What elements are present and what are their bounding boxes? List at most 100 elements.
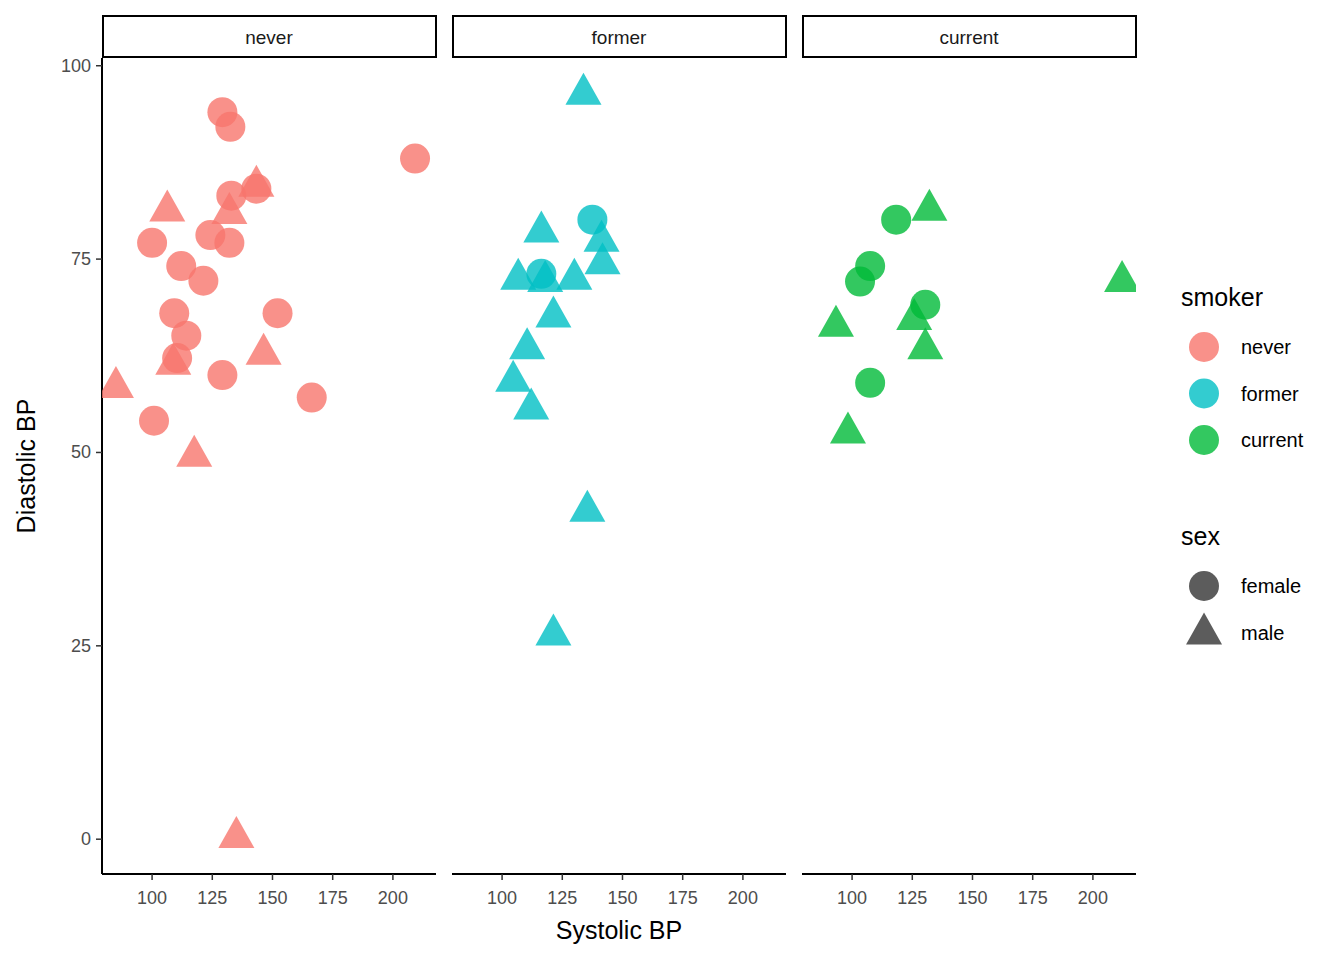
point [400,144,430,174]
point [246,333,282,365]
point [218,816,254,848]
legend-title: sex [1181,522,1220,550]
point [907,327,943,359]
x-tick-label: 100 [837,888,867,908]
x-tick [972,874,974,880]
x-tick [332,874,334,880]
y-tick-label: 75 [71,249,91,269]
plot-area [495,73,620,646]
point [569,490,605,522]
point [137,228,167,258]
point [215,112,245,142]
point [513,388,549,420]
x-tick [742,874,744,880]
legend-key [1189,379,1219,409]
y-tick-label: 25 [71,636,91,656]
facet-title: current [939,27,999,48]
legend-label: current [1241,429,1304,451]
point [830,412,866,444]
point [818,305,854,337]
facet-title: former [592,27,648,48]
x-tick [851,874,853,880]
point [500,258,536,290]
point [207,360,237,390]
x-tick [1092,874,1094,880]
x-tick [151,874,153,880]
point [297,383,327,413]
x-tick [392,874,394,880]
x-tick [682,874,684,880]
point [102,366,134,398]
plot-area [102,97,430,848]
y-tick [96,838,102,840]
legend-label: never [1241,336,1291,358]
x-tick-label: 150 [607,888,637,908]
point [238,165,274,197]
legend-key [1186,613,1222,645]
point [176,435,212,467]
point [155,343,191,375]
point [495,360,531,392]
x-tick [562,874,564,880]
x-tick-label: 175 [668,888,698,908]
x-tick [212,874,214,880]
legend-key [1189,425,1219,455]
x-tick-label: 150 [957,888,987,908]
chart: never 100 125 150 175 200 former 100 125 150 175 20… [0,0,1344,960]
y-axis-title: Diastolic BP [12,399,40,534]
point [535,296,571,328]
point [139,406,169,436]
y-tick-label: 100 [61,56,91,76]
y-tick-label: 0 [81,829,91,849]
x-tick [272,874,274,880]
point [855,368,885,398]
y-axis-line [101,58,103,874]
point [911,189,947,221]
facet-title: never [245,27,293,48]
facet-strip [103,16,436,57]
y-tick [96,645,102,647]
x-tick-label: 200 [1078,888,1108,908]
point [535,613,571,645]
legend-key [1189,571,1219,601]
y-tick-label: 50 [71,442,91,462]
point [896,298,932,330]
x-tick [1032,874,1034,880]
facet-strip [803,16,1136,57]
point [1104,260,1136,292]
point [845,267,875,297]
point [523,210,559,242]
legend-label: former [1241,383,1299,405]
x-tick-label: 125 [197,888,227,908]
legend-key [1189,332,1219,362]
x-tick [501,874,503,880]
point [188,266,218,296]
x-tick-label: 175 [318,888,348,908]
point [881,205,911,235]
legend-title: smoker [1181,283,1263,311]
y-tick [96,65,102,67]
x-tick-label: 125 [547,888,577,908]
x-tick [622,874,624,880]
facet-strip [453,16,786,57]
plot-area [818,189,1136,444]
x-axis-title: Systolic BP [556,916,682,944]
y-tick [96,258,102,260]
point [263,298,293,328]
y-tick [96,452,102,454]
x-tick-label: 100 [487,888,517,908]
x-tick-label: 150 [257,888,287,908]
point [565,73,601,105]
point [149,190,185,222]
point [211,192,247,224]
point [509,327,545,359]
x-tick-label: 100 [137,888,167,908]
x-tick [912,874,914,880]
point [214,228,244,258]
x-tick-label: 125 [897,888,927,908]
legend-label: male [1241,622,1284,644]
x-tick-label: 200 [728,888,758,908]
point [585,242,621,274]
x-tick-label: 175 [1018,888,1048,908]
legend-label: female [1241,575,1301,597]
